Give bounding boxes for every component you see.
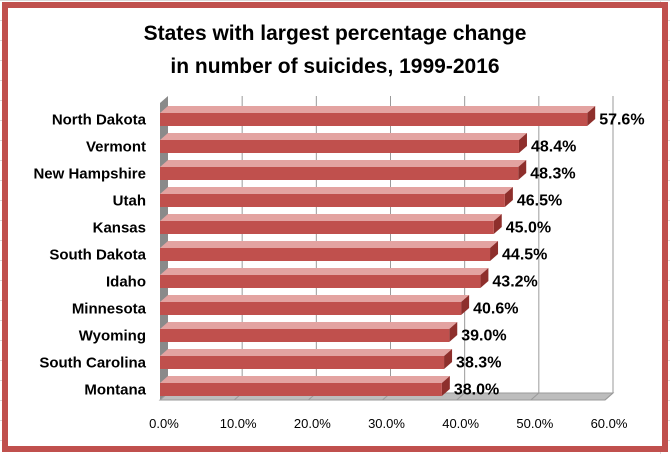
data-label: 40.6%: [473, 301, 518, 318]
gridline-floor: [530, 392, 540, 401]
bar-minnesota: [160, 295, 470, 315]
gridline-floor: [456, 392, 465, 401]
bar: [160, 113, 588, 126]
bar: [160, 302, 462, 315]
bar: [160, 140, 519, 153]
bar-end: [449, 322, 458, 342]
bar-south-dakota: [160, 241, 499, 261]
plot-area: 0.0% 10.0% 20.0% 30.0% 40.0% 50.0% 60.0% 57.6% N…: [33, 96, 645, 431]
category-label: New Hampshire: [33, 166, 146, 183]
data-label: 43.2%: [492, 274, 537, 291]
bar-end: [518, 133, 527, 153]
bar-top: [160, 133, 527, 140]
category-label: Utah: [113, 193, 146, 210]
bar: [160, 167, 519, 180]
bar-end: [587, 106, 596, 126]
x-tick-label: 40.0%: [442, 416, 479, 431]
bar-end: [504, 187, 513, 207]
category-label: South Carolina: [39, 355, 146, 372]
data-label: 46.5%: [517, 193, 562, 210]
bar-top: [160, 268, 489, 275]
data-label: 45.0%: [506, 220, 551, 237]
data-label: 38.0%: [454, 382, 499, 399]
category-label: Minnesota: [72, 301, 147, 318]
data-label: 48.4%: [531, 139, 576, 156]
data-label: 48.3%: [530, 166, 575, 183]
bar-end: [518, 160, 527, 180]
bar-top: [160, 214, 502, 221]
bar-top: [160, 106, 596, 113]
bar-vermont: [160, 133, 527, 153]
bar-end: [490, 241, 499, 261]
bar: [160, 356, 445, 369]
bar-north-dakota: [160, 106, 596, 126]
bar-top: [160, 295, 470, 302]
x-tick-label: 20.0%: [294, 416, 331, 431]
bar-top: [160, 322, 458, 329]
bar-end: [461, 295, 470, 315]
chart-title-line-1: States with largest percentage change: [144, 22, 527, 45]
x-tick-label: 60.0%: [591, 416, 628, 431]
bar-south-carolina: [160, 349, 453, 369]
category-label: Vermont: [86, 139, 146, 156]
x-tick-label: 50.0%: [516, 416, 553, 431]
bar: [160, 383, 442, 396]
bar: [160, 329, 450, 342]
bar-top: [160, 241, 499, 248]
category-label: Idaho: [106, 274, 146, 291]
bar: [160, 248, 491, 261]
bar: [160, 221, 494, 234]
bar-idaho: [160, 268, 489, 288]
data-label: 44.5%: [502, 247, 547, 264]
bar-top: [160, 376, 450, 383]
category-label: South Dakota: [49, 247, 146, 264]
bar-end: [480, 268, 489, 288]
bar-new-hampshire: [160, 160, 527, 180]
bar-wyoming: [160, 322, 458, 342]
data-label: 38.3%: [456, 355, 501, 372]
category-label: North Dakota: [52, 112, 147, 129]
gridline-floor: [604, 392, 614, 401]
chart-title-line-2: in number of suicides, 1999-2016: [170, 55, 499, 78]
bar-montana: [160, 376, 450, 396]
x-tick-label: 30.0%: [368, 416, 405, 431]
x-tick-label: 0.0%: [149, 416, 179, 431]
bar-end: [441, 376, 450, 396]
bar-end: [493, 214, 502, 234]
bar-end: [444, 349, 453, 369]
bar-top: [160, 160, 527, 167]
data-label: 57.6%: [599, 112, 644, 129]
category-label: Kansas: [93, 220, 146, 237]
bar-top: [160, 187, 513, 194]
bar: [160, 194, 505, 207]
category-label: Wyoming: [79, 328, 146, 345]
data-label: 39.0%: [461, 328, 506, 345]
x-tick-label: 10.0%: [220, 416, 257, 431]
bar-kansas: [160, 214, 502, 234]
category-label: Montana: [84, 382, 146, 399]
bar: [160, 275, 481, 288]
bar-utah: [160, 187, 513, 207]
bar-top: [160, 349, 453, 356]
